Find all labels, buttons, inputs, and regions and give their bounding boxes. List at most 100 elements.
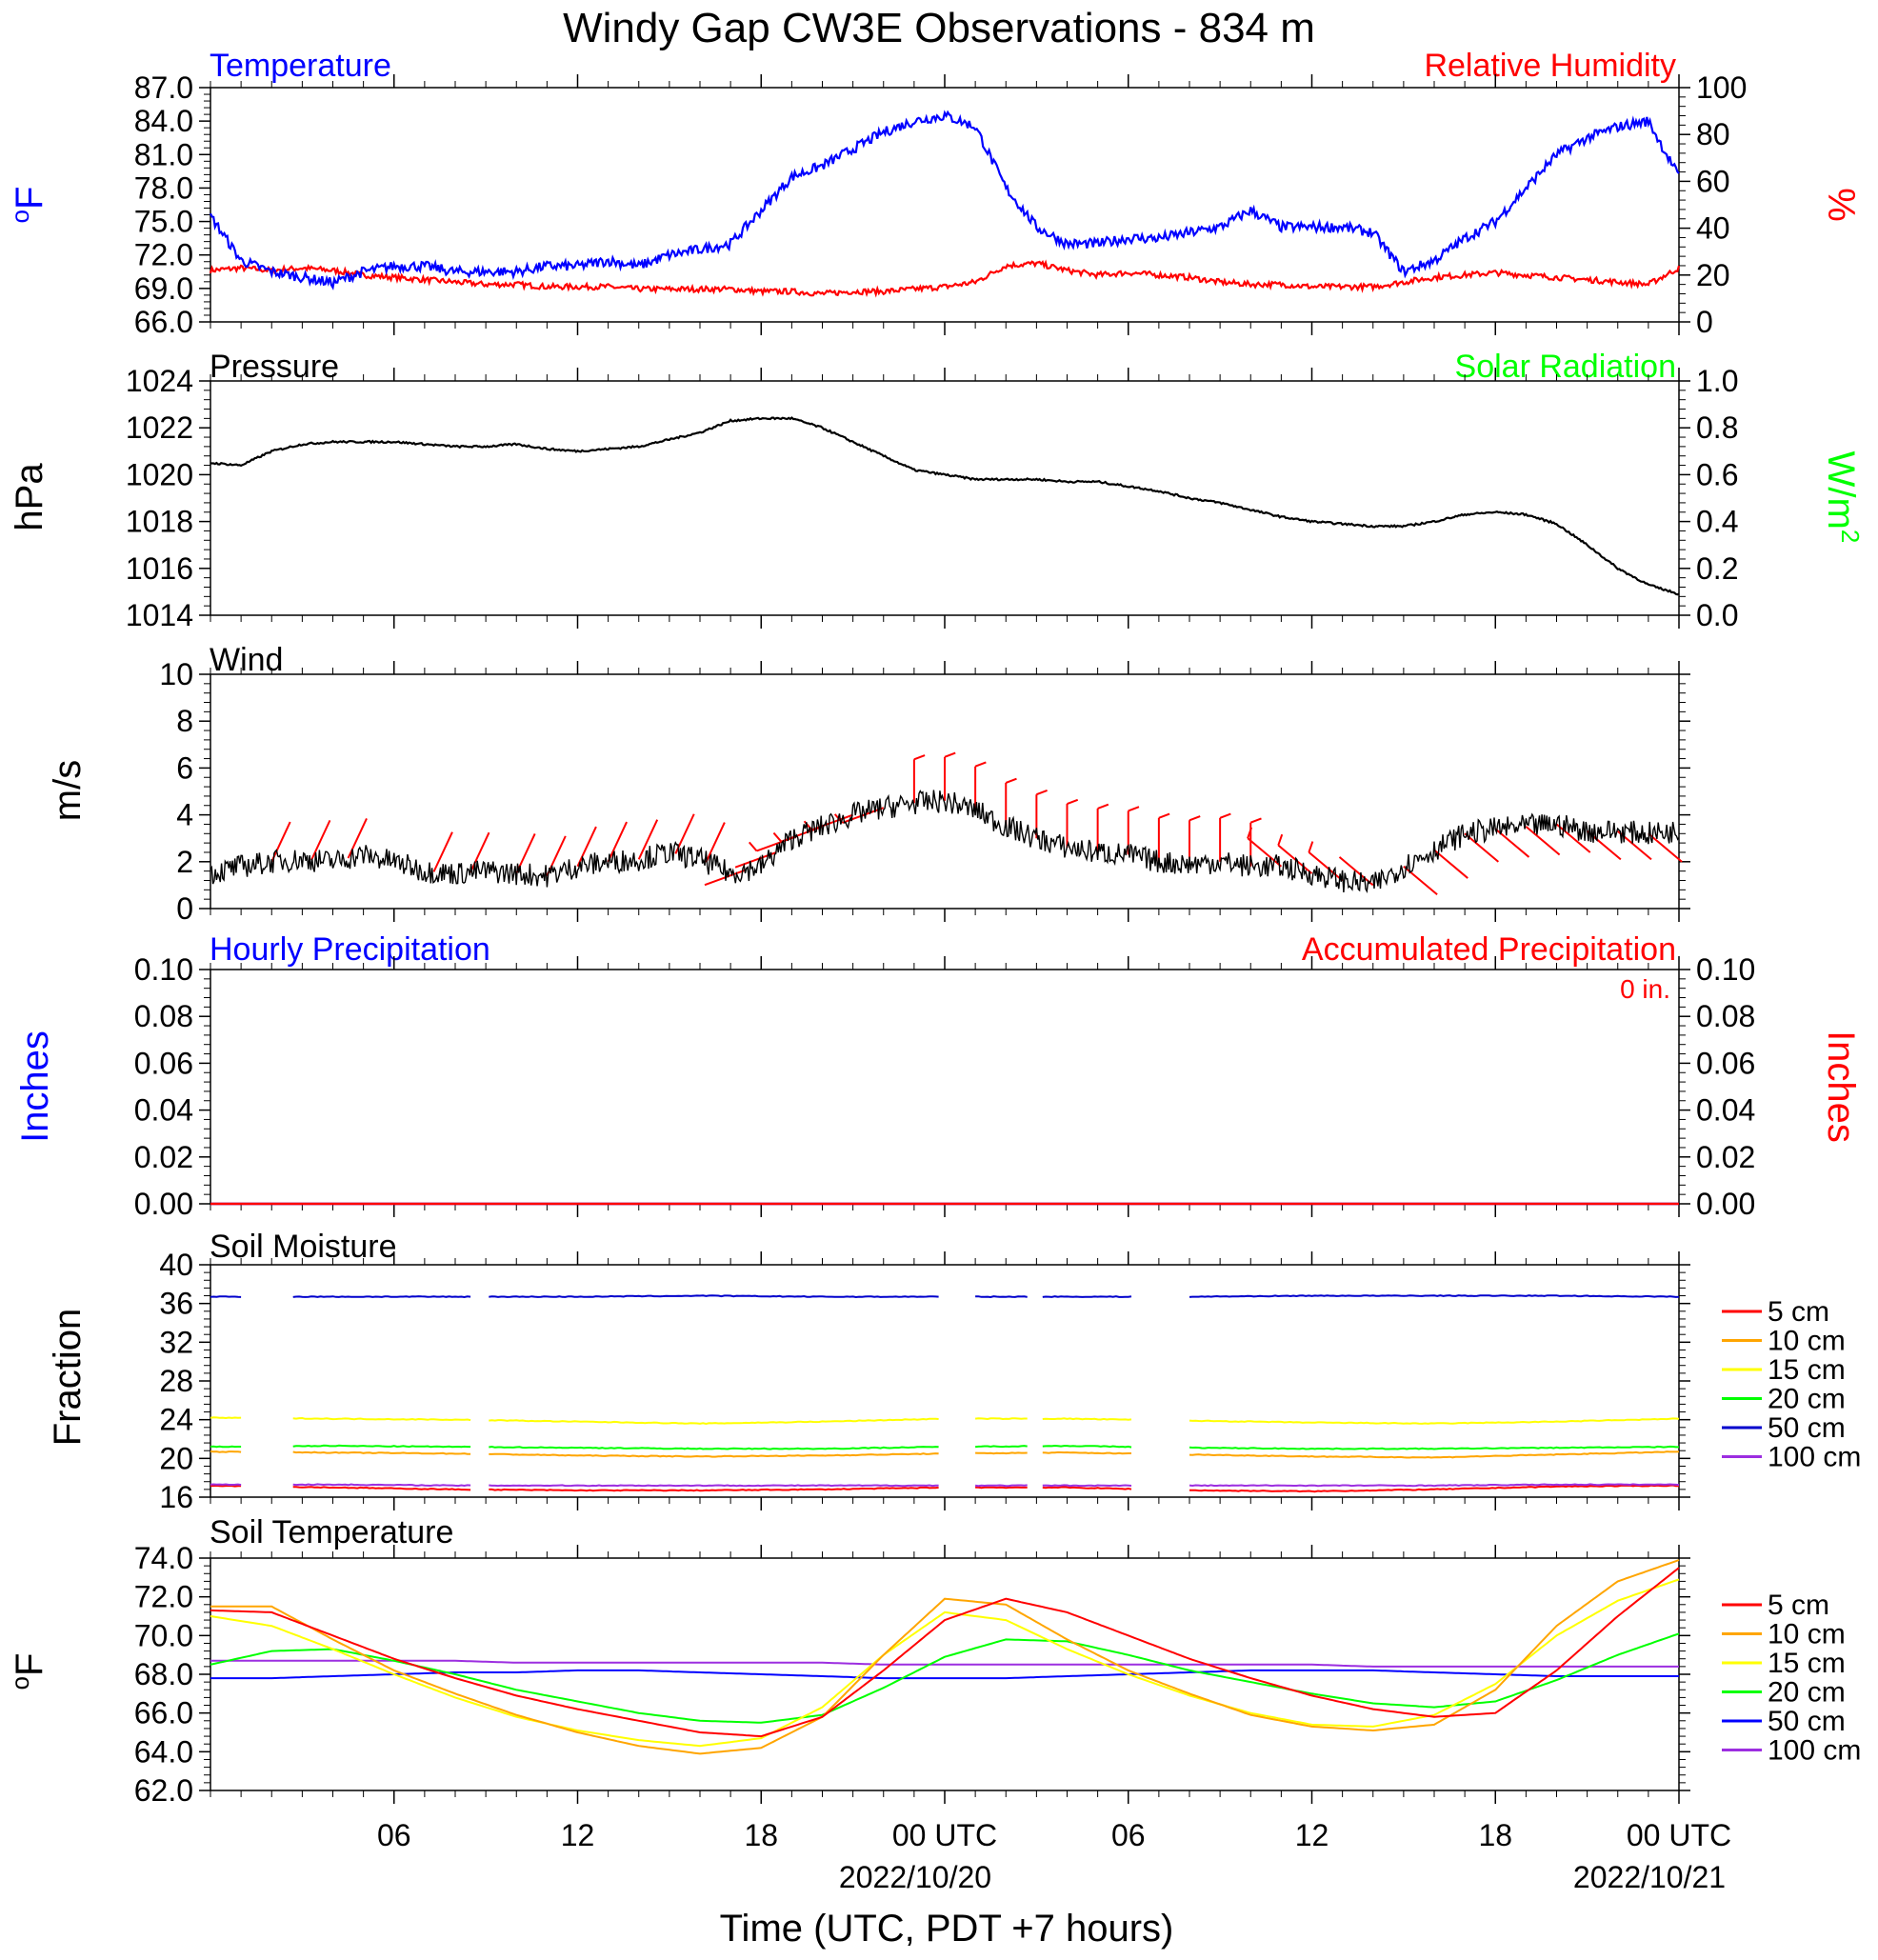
wind-speed-series bbox=[210, 790, 1680, 894]
legend-label: 5 cm bbox=[1768, 1296, 1829, 1328]
legend-label: 10 cm bbox=[1768, 1619, 1846, 1650]
y-tick-label: 68.0 bbox=[134, 1657, 193, 1691]
y-tick-label: 0.10 bbox=[134, 952, 193, 987]
y-tick-label: 75.0 bbox=[134, 205, 193, 239]
y-tick-label: 1020 bbox=[126, 457, 193, 491]
soil-moisture-title: Soil Moisture bbox=[210, 1229, 397, 1265]
wind-barb-flag bbox=[1277, 833, 1284, 846]
legend-label: 20 cm bbox=[1768, 1384, 1846, 1415]
y2-tick-label: 0.2 bbox=[1696, 551, 1738, 586]
soil-temp-series bbox=[210, 1567, 1680, 1738]
wind-barb bbox=[270, 821, 291, 863]
panel-precip: 0.00 0.02 0.04 0.06 0.08 0.10 0.00 0.02 0.04 0.06… bbox=[134, 952, 1756, 1221]
wind-barb bbox=[1525, 826, 1561, 856]
legend-label: 100 cm bbox=[1768, 1735, 1861, 1767]
x-tick-label: 06 bbox=[1111, 1818, 1146, 1852]
soil-moisture-series bbox=[210, 1416, 1680, 1426]
y2-tick-label: 0.4 bbox=[1696, 505, 1738, 539]
soil-moisture-series bbox=[210, 1484, 1679, 1493]
solar-title: Solar Radiation bbox=[1455, 349, 1676, 385]
y-tick-label: 0 bbox=[176, 891, 193, 926]
y2-tick-label: 100 bbox=[1696, 70, 1747, 105]
precip-ylabel-right: Inches bbox=[1820, 1030, 1862, 1143]
wind-barb bbox=[432, 831, 453, 872]
wind-barb-flag bbox=[913, 754, 926, 761]
wind-title: Wind bbox=[210, 642, 283, 678]
plot-frame bbox=[210, 380, 1680, 616]
y-tick-label: 10 bbox=[159, 657, 193, 691]
soil-temp-title: Soil Temperature bbox=[210, 1514, 453, 1550]
y-tick-label: 72.0 bbox=[134, 238, 193, 272]
y-tick-label: 78.0 bbox=[134, 170, 193, 205]
accum-precip-annotation: 0 in. bbox=[1620, 974, 1670, 1004]
y-tick-label: 24 bbox=[159, 1403, 193, 1437]
soil-moisture-series bbox=[210, 1483, 1680, 1488]
figure-title: Windy Gap CW3E Observations - 834 m bbox=[563, 5, 1315, 51]
soil-moisture-series bbox=[210, 1450, 1680, 1459]
wind-barb bbox=[1403, 865, 1438, 896]
legend-label: 5 cm bbox=[1768, 1590, 1829, 1621]
legend-label: 100 cm bbox=[1768, 1442, 1861, 1473]
y-tick-label: 2 bbox=[176, 845, 193, 879]
y2-tick-label: 80 bbox=[1696, 117, 1730, 151]
pressure-ylabel: hPa bbox=[9, 463, 50, 531]
wind-ylabel: m/s bbox=[47, 760, 89, 821]
x-tick-label: 18 bbox=[744, 1818, 778, 1852]
x-tick-label: 06 bbox=[377, 1818, 411, 1852]
y-tick-label: 1024 bbox=[126, 364, 193, 398]
y-tick-label: 1016 bbox=[126, 551, 193, 586]
rh-title: Relative Humidity bbox=[1424, 48, 1676, 84]
wind-barb-flag bbox=[1247, 827, 1253, 839]
soil-temp-series bbox=[210, 1578, 1680, 1748]
y-tick-label: 40 bbox=[159, 1248, 193, 1282]
y-tick-label: 81.0 bbox=[134, 137, 193, 171]
y-tick-label: 87.0 bbox=[134, 70, 193, 105]
x-date-1: 2022/10/20 bbox=[839, 1860, 991, 1894]
y2-tick-label: 60 bbox=[1696, 164, 1730, 198]
wind-barb bbox=[1277, 844, 1313, 874]
wind-barb-flag bbox=[1249, 817, 1262, 824]
y-tick-label: 62.0 bbox=[134, 1773, 193, 1808]
y-tick-label: 69.0 bbox=[134, 271, 193, 306]
x-axis-title: Time (UTC, PDT +7 hours) bbox=[720, 1908, 1174, 1950]
y-tick-label: 4 bbox=[176, 798, 193, 832]
soil-temp-series bbox=[210, 1559, 1680, 1755]
chart-marks: 66.069.072.075.078.081.084.087.002040608… bbox=[126, 70, 1862, 1852]
y-tick-label: 0.02 bbox=[134, 1140, 193, 1174]
wind-barb bbox=[1308, 851, 1344, 882]
y2-tick-label: 1.0 bbox=[1696, 364, 1738, 398]
soil-moisture-series bbox=[210, 1444, 1679, 1450]
y-tick-label: 1022 bbox=[126, 410, 193, 445]
wind-barb-flag bbox=[1128, 806, 1140, 812]
wind-barb bbox=[637, 819, 659, 860]
y-tick-label: 72.0 bbox=[134, 1580, 193, 1614]
legend-label: 15 cm bbox=[1768, 1354, 1846, 1386]
y-tick-label: 8 bbox=[176, 704, 193, 738]
temperature-series bbox=[210, 110, 1680, 290]
y-tick-label: 36 bbox=[159, 1287, 193, 1321]
wind-barb-flag bbox=[944, 751, 956, 758]
wind-barb bbox=[310, 819, 331, 861]
plot-frame bbox=[210, 87, 1680, 323]
y-tick-label: 0.00 bbox=[134, 1187, 193, 1221]
legend-label: 20 cm bbox=[1768, 1677, 1846, 1709]
legend-label: 10 cm bbox=[1768, 1326, 1846, 1357]
wind-barb-flag bbox=[1067, 798, 1079, 805]
y2-tick-label: 0.8 bbox=[1696, 410, 1738, 445]
x-tick-label: 00 UTC bbox=[1627, 1818, 1731, 1852]
soil-temp-series bbox=[210, 1669, 1679, 1680]
wind-barb-flag bbox=[1158, 812, 1170, 819]
y-tick-label: 1018 bbox=[126, 505, 193, 539]
y-tick-label: 1014 bbox=[126, 598, 193, 632]
y-tick-label: 74.0 bbox=[134, 1541, 193, 1575]
y-tick-label: 64.0 bbox=[134, 1734, 193, 1769]
x-tick-label: 00 UTC bbox=[892, 1818, 997, 1852]
y2-tick-label: 20 bbox=[1696, 258, 1730, 292]
wind-barb-flag bbox=[748, 841, 758, 852]
wind-barb-flag bbox=[772, 831, 783, 843]
y2-tick-label: 0.00 bbox=[1696, 1187, 1755, 1221]
